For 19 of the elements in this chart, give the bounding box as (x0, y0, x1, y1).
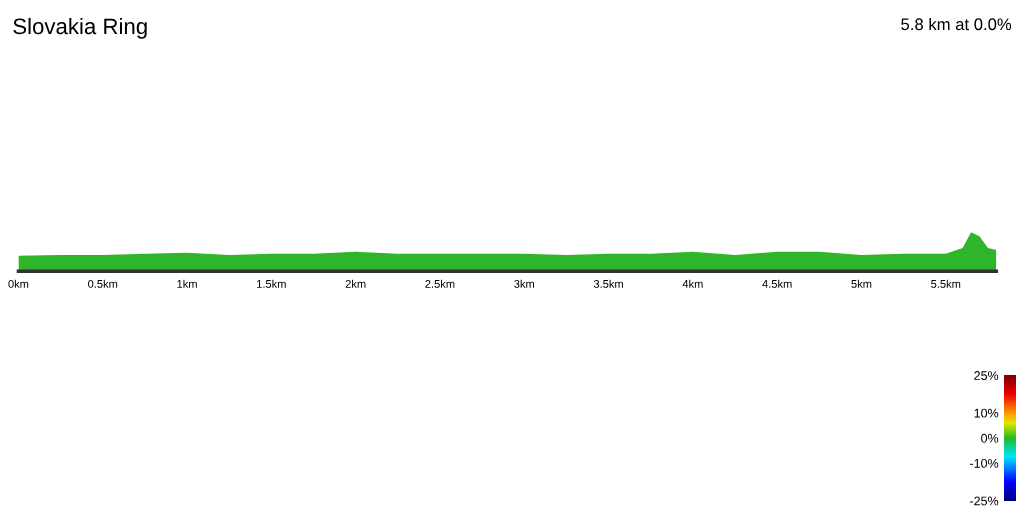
x-tick-label: 5km (851, 279, 872, 288)
color-bar-label: 10% (974, 408, 999, 418)
x-tick-label: 2km (345, 279, 366, 288)
chart-title: Slovakia Ring (13, 17, 147, 39)
color-bar-label: -25% (970, 496, 999, 506)
x-tick-label: 2.5km (425, 279, 455, 288)
color-bar-label: -10% (970, 458, 999, 468)
x-tick-label: 1km (177, 279, 197, 288)
x-tick-label: 1.5km (257, 279, 286, 288)
text: 5.8 km at 0.0% (901, 17, 1012, 31)
x-tick-label: 0.5km (88, 279, 118, 288)
x-tick-label: 3km (514, 279, 535, 288)
x-tick-label: 5.5km (931, 279, 961, 288)
x-tick-label: 4.5km (762, 279, 792, 288)
x-tick-label: 0km (8, 279, 29, 288)
x-tick-label: 4km (682, 279, 703, 288)
color-bar-label: 0% (981, 433, 999, 443)
x-tick-label: 3.5km (593, 279, 623, 288)
color-bar-label: 25% (974, 371, 999, 380)
